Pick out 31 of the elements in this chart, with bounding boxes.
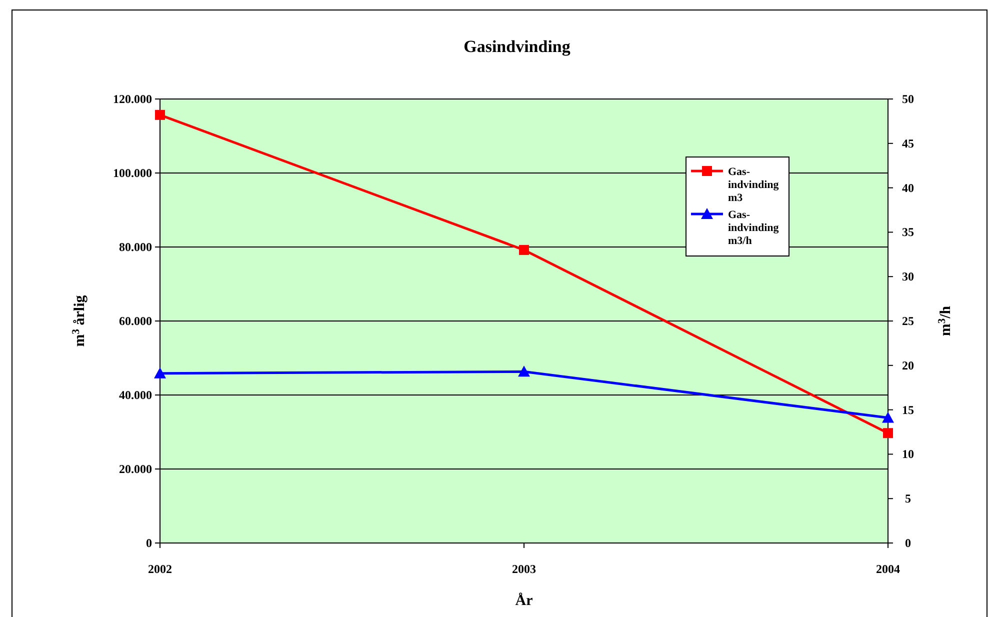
y-tick-label: 60.000 [119, 314, 152, 328]
point [155, 110, 165, 120]
y2-tick-label: 0 [905, 536, 911, 550]
x-tick-label: 2002 [148, 562, 172, 576]
y2-tick-label: 35 [902, 225, 914, 240]
y2-tick-label: 25 [902, 314, 914, 328]
legend-label: Gas-indvinding m3 [728, 166, 780, 204]
y2-tick-label: 5 [905, 492, 911, 506]
point [518, 366, 530, 377]
y-tick-label: 100.000 [113, 166, 152, 180]
y2-tick-label: 40 [902, 180, 914, 195]
y-tick-label: 0 [146, 536, 152, 550]
x-axis-title: År [515, 592, 534, 609]
chart-title: Gasindvinding [464, 37, 571, 56]
x-tick-label: 2003 [512, 562, 536, 576]
y2-tick-label: 10 [902, 447, 914, 462]
y2-tick-label: 30 [902, 270, 914, 284]
x-tick-label: 2004 [876, 562, 900, 576]
point [519, 244, 529, 255]
y-tick-label: 120.000 [113, 92, 152, 106]
y2-tick-label: 15 [902, 402, 914, 417]
y2-tick-label: 20 [902, 358, 914, 372]
y-tick-label: 40.000 [119, 388, 152, 402]
y2-tick-label: 45 [902, 136, 914, 150]
point [882, 412, 894, 423]
point [883, 428, 893, 438]
y2-tick-label: 50 [902, 92, 914, 106]
legend-label: Gas-indvinding m3/h [728, 209, 780, 247]
y-tick-label: 80.000 [119, 240, 152, 254]
point [154, 367, 166, 378]
y-tick-label: 20.000 [119, 462, 152, 476]
